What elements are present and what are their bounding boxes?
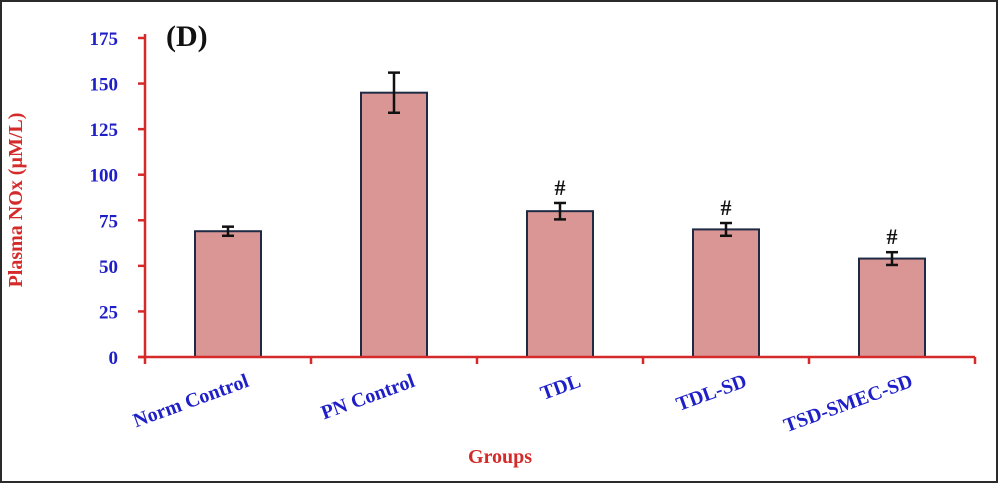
x-axis-labels: Norm Control PN Control TDL TDL-SD TSD-SMEC-… (130, 370, 915, 437)
y-tick-label: 100 (90, 166, 119, 187)
x-tick-label: TDL (538, 370, 584, 405)
y-axis-ticks: 0 25 50 75 100 125 150 175 (90, 29, 145, 369)
bar-pn-control (360, 91, 428, 359)
x-tick-label: Norm Control (130, 370, 252, 432)
bar-norm-control (194, 230, 262, 358)
y-tick-label: 0 (109, 348, 119, 369)
annotations: # # # (555, 175, 898, 249)
y-tick-label: 150 (90, 75, 119, 96)
significance-marker: # (555, 175, 566, 200)
error-bar (886, 250, 898, 267)
x-tick-label: PN Control (318, 370, 418, 424)
error-bar (554, 201, 566, 221)
x-axis-ticks (143, 357, 977, 364)
y-tick-label: 125 (90, 120, 119, 141)
bar-tdl (526, 210, 594, 358)
error-bar (388, 71, 400, 114)
bar-tsd-smec-sd (858, 257, 926, 358)
chart-title: (D) (166, 20, 208, 53)
y-axis-title: Plasma NOx (µM/L) (5, 113, 27, 288)
bars (194, 91, 926, 359)
y-tick-label: 50 (99, 257, 118, 278)
error-bars (222, 71, 898, 267)
y-tick-label: 75 (99, 211, 118, 232)
error-bar (222, 225, 234, 238)
y-tick-label: 175 (90, 29, 119, 50)
x-tick-label: TSD-SMEC-SD (781, 370, 916, 437)
error-bar (720, 221, 732, 238)
significance-marker: # (887, 224, 898, 249)
x-axis-title: Groups (468, 446, 532, 468)
y-tick-label: 25 (99, 302, 118, 323)
bar-tdl-sd (692, 228, 760, 358)
significance-marker: # (721, 195, 732, 220)
x-tick-label: TDL-SD (673, 370, 749, 416)
